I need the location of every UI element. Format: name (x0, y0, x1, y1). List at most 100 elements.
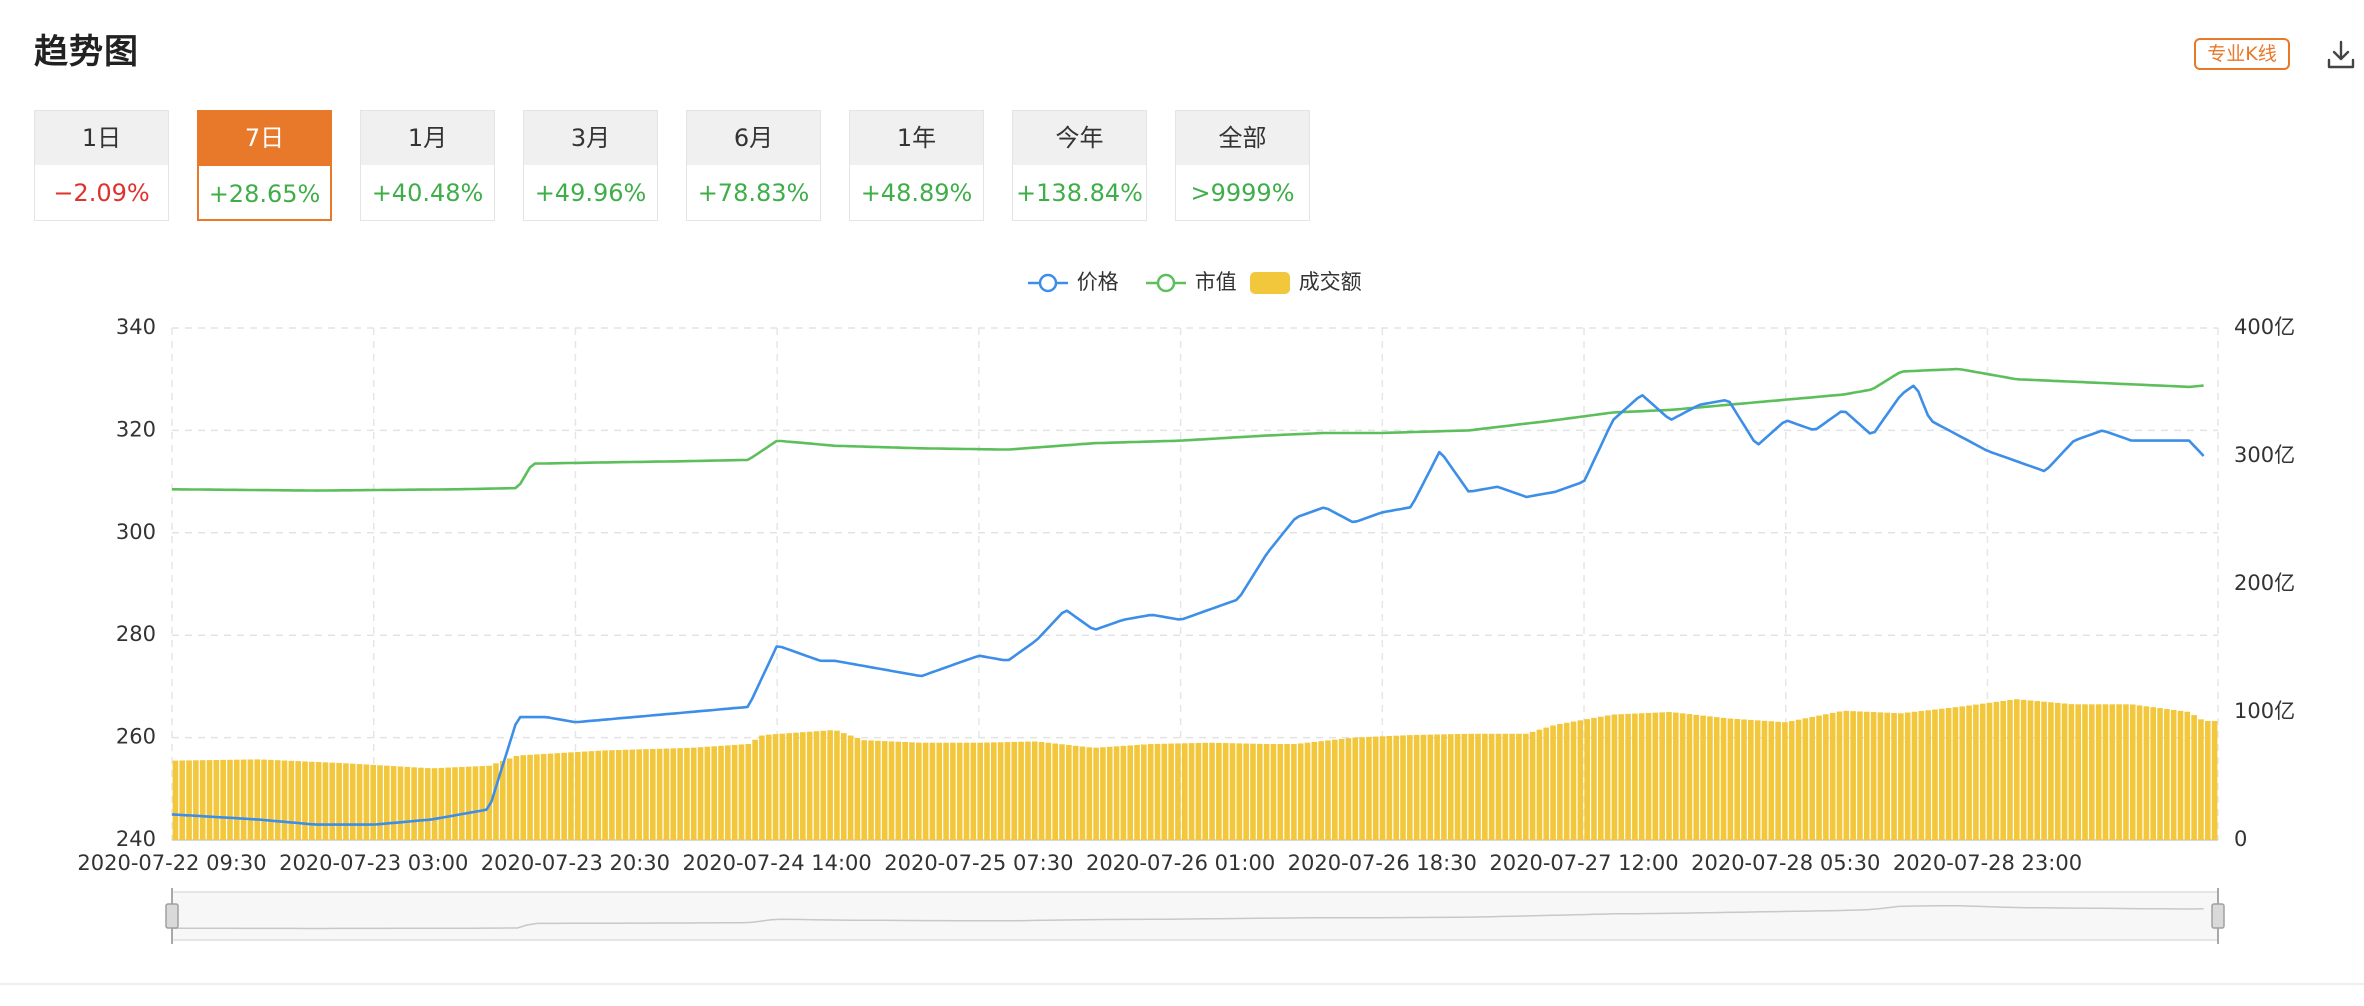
volume-bar[interactable] (1816, 715, 1822, 840)
market-cap-line[interactable] (172, 367, 2204, 492)
volume-bar[interactable] (2075, 704, 2081, 840)
trend-chart[interactable]: 240 260 280 300 320 340 0 100亿 200亿 300亿 400亿 2020-… (0, 300, 2364, 960)
volume-bar[interactable] (881, 741, 888, 840)
pro-kline-button[interactable]: 专业K线 (2194, 38, 2290, 70)
volume-bar[interactable] (1263, 743, 1270, 840)
volume-bar[interactable] (1707, 716, 1713, 840)
volume-bar[interactable] (2034, 701, 2041, 840)
volume-bar[interactable] (711, 746, 717, 840)
volume-bar[interactable] (956, 742, 963, 840)
volume-bar[interactable] (288, 760, 295, 840)
volume-bar[interactable] (1277, 744, 1284, 840)
volume-bar[interactable] (1093, 747, 1099, 840)
volume-bar[interactable] (329, 762, 336, 840)
volume-bar[interactable] (499, 760, 506, 840)
volume-bar[interactable] (650, 748, 656, 840)
volume-bar[interactable] (656, 748, 663, 840)
volume-bar[interactable] (1659, 712, 1665, 840)
volume-bar[interactable] (629, 749, 636, 840)
tab-1d[interactable]: 1日 −2.09% (34, 110, 169, 221)
volume-bar[interactable] (2143, 706, 2150, 840)
volume-bar[interactable] (2164, 709, 2170, 840)
volume-bar[interactable] (1966, 705, 1972, 840)
volume-bar[interactable] (1495, 733, 1502, 840)
volume-bar[interactable] (2123, 704, 2129, 840)
volume-bar[interactable] (1168, 743, 1174, 840)
volume-bar[interactable] (690, 747, 697, 840)
volume-bar[interactable] (479, 766, 486, 840)
volume-bar[interactable] (2129, 704, 2136, 840)
volume-bar[interactable] (172, 760, 179, 840)
volume-bar[interactable] (813, 731, 820, 840)
volume-bar[interactable] (363, 764, 370, 840)
volume-bar[interactable] (486, 765, 492, 840)
volume-bar[interactable] (370, 764, 376, 840)
volume-bar[interactable] (875, 740, 881, 840)
volume-bar[interactable] (1611, 714, 1618, 840)
volume-bar[interactable] (424, 768, 431, 840)
volume-bar[interactable] (1127, 745, 1134, 840)
volume-bar[interactable] (1304, 742, 1311, 840)
volume-bar[interactable] (445, 767, 452, 840)
legend-item-volume[interactable]: 成交额 (1248, 266, 1362, 298)
volume-bar[interactable] (1052, 743, 1058, 840)
volume-bar[interactable] (1638, 713, 1645, 840)
volume-bar[interactable] (261, 759, 267, 840)
volume-bar[interactable] (2191, 715, 2197, 840)
volume-bar[interactable] (1673, 712, 1679, 840)
volume-bar[interactable] (1400, 735, 1406, 840)
volume-bar[interactable] (1857, 711, 1863, 840)
volume-bar[interactable] (697, 747, 704, 840)
volume-bar[interactable] (1741, 719, 1747, 840)
volume-bar[interactable] (418, 767, 424, 840)
volume-bar[interactable] (1550, 725, 1556, 840)
volume-bar[interactable] (540, 753, 547, 840)
volume-bar[interactable] (1952, 707, 1959, 840)
volume-bar[interactable] (322, 762, 329, 840)
volume-bar[interactable] (1031, 741, 1038, 840)
volume-bar[interactable] (2204, 720, 2211, 840)
volume-bar[interactable] (1932, 709, 1938, 840)
volume-bar[interactable] (779, 733, 786, 840)
volume-bar[interactable] (1823, 714, 1829, 840)
volume-bar[interactable] (1011, 741, 1018, 840)
volume-bar[interactable] (452, 767, 458, 840)
volume-bar[interactable] (2061, 703, 2068, 840)
volume-bar[interactable] (861, 740, 868, 840)
volume-bar[interactable] (793, 732, 799, 840)
download-icon[interactable] (2324, 38, 2358, 72)
tab-ytd[interactable]: 今年 +138.84% (1012, 110, 1147, 221)
volume-bar[interactable] (1720, 717, 1727, 840)
volume-bar[interactable] (2211, 720, 2218, 840)
volume-bar[interactable] (1141, 744, 1147, 840)
tab-3m[interactable]: 3月 +49.96% (523, 110, 658, 221)
volume-bar[interactable] (1427, 734, 1434, 840)
volume-bar[interactable] (2198, 719, 2204, 840)
volume-bar[interactable] (1147, 744, 1154, 840)
volume-bar[interactable] (1632, 713, 1638, 840)
volume-bar[interactable] (1475, 733, 1481, 840)
volume-bar[interactable] (1911, 711, 1918, 840)
volume-bar[interactable] (963, 742, 970, 840)
volume-bar[interactable] (1359, 737, 1365, 840)
volume-bar[interactable] (1291, 744, 1297, 840)
volume-bar[interactable] (943, 742, 949, 840)
volume-bar[interactable] (561, 752, 567, 840)
volume-bar[interactable] (1468, 733, 1475, 840)
volume-bar[interactable] (1973, 704, 1979, 840)
volume-bar[interactable] (1788, 721, 1795, 840)
tab-1m[interactable]: 1月 +40.48% (360, 110, 495, 221)
volume-bar[interactable] (302, 761, 308, 840)
volume-bar[interactable] (1529, 731, 1536, 840)
zoom-handle-left[interactable] (165, 903, 179, 929)
volume-bar[interactable] (1113, 746, 1120, 840)
volume-bar[interactable] (704, 746, 711, 840)
volume-bar[interactable] (1079, 746, 1086, 840)
tab-1y[interactable]: 1年 +48.89% (849, 110, 984, 221)
volume-bar[interactable] (977, 742, 983, 840)
volume-bar[interactable] (534, 754, 540, 840)
volume-bar[interactable] (1434, 734, 1440, 840)
volume-bar[interactable] (227, 759, 233, 840)
volume-bar[interactable] (1134, 744, 1140, 840)
volume-bar[interactable] (2027, 700, 2034, 840)
